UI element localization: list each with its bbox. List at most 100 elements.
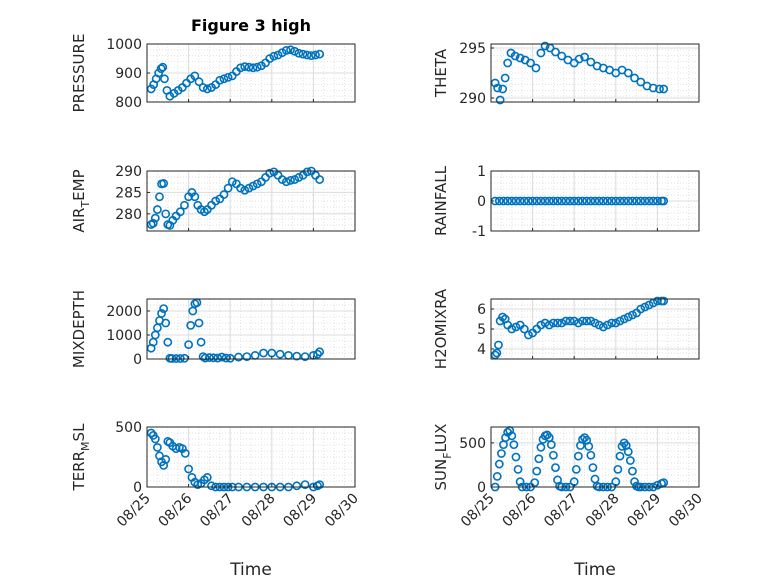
panel-terr-msl-xtick-label: 08/26: [156, 490, 196, 530]
panel-h2omixra-point: [653, 296, 662, 306]
panel-h2omixra-point: [578, 316, 587, 326]
panel-rainfall-point: [632, 196, 641, 206]
panel-sun-flux-point: [623, 447, 633, 457]
panel-rainfall-point: [549, 196, 558, 206]
panel-h2omixra-ylabel: H2OMIXRA: [432, 288, 450, 369]
panel-rainfall-ytick-label: -1: [472, 224, 486, 240]
panel-h2omixra-point: [623, 312, 633, 322]
panel-mixdepth-point: [259, 348, 268, 358]
panel-rainfall-point: [532, 196, 542, 206]
panel-theta-point: [536, 48, 546, 58]
panel-sun-flux-xtick-label: 08/28: [583, 491, 623, 531]
panel-rainfall-point: [611, 196, 621, 206]
panel-rainfall-ytick-label: 1: [477, 164, 486, 180]
x-axis-label-left: Time: [229, 560, 272, 580]
panel-air-temp-ytick-label: 290: [115, 164, 142, 180]
panel-pressure-point: [158, 62, 168, 72]
panel-mixdepth-point: [157, 308, 166, 318]
panel-rainfall-point: [569, 196, 579, 206]
panel-rainfall-point: [540, 196, 550, 206]
panel-theta-point: [623, 68, 633, 78]
panel-pressure-point: [252, 62, 262, 72]
panel-pressure-point: [240, 62, 250, 72]
panel-air-temp-point: [227, 177, 237, 187]
panel-air-temp-point: [211, 196, 221, 206]
panel-mixdepth-point: [194, 318, 204, 328]
panel-pressure-point: [311, 50, 320, 60]
panel-pressure-point: [315, 49, 325, 59]
panel-terr-msl-point: [150, 434, 160, 444]
panel-mixdepth-point: [161, 318, 171, 328]
panel-rainfall-point: [515, 196, 525, 206]
panel-terr-msl-xtick-label: 08/30: [322, 491, 362, 531]
panel-pressure-point: [219, 74, 229, 84]
panel-air-temp-point: [302, 167, 312, 177]
panel-rainfall-point: [607, 196, 617, 206]
panel-sun-flux-point: [578, 434, 587, 444]
panel-h2omixra-point: [586, 316, 596, 326]
panel-rainfall-point: [573, 196, 583, 206]
panel-air-temp-point: [223, 183, 233, 193]
panel-air-temp-point: [240, 185, 250, 195]
panel-sun-flux-point: [571, 464, 581, 474]
panel-theta-point: [551, 47, 560, 57]
panel-air-temp-point: [290, 175, 300, 184]
panel-terr-msl-point: [152, 442, 162, 452]
panel-theta-point: [498, 84, 508, 94]
panel-rainfall-markers: [490, 196, 669, 206]
panel-h2omixra-point: [640, 302, 650, 312]
panel-terr-msl-point: [202, 472, 212, 482]
panel-mixdepth-point: [186, 320, 196, 330]
panel-pressure-point: [202, 84, 212, 94]
panel-mixdepth-point: [180, 353, 189, 363]
panel-theta-point: [580, 52, 589, 62]
panel-mixdepth-point: [292, 351, 302, 361]
panel-rainfall-point: [557, 196, 567, 206]
panel-sun-flux-point: [515, 477, 525, 487]
panel-theta-point: [586, 57, 596, 67]
panel-pressure-point: [146, 84, 156, 94]
panel-sun-flux-point: [551, 463, 560, 472]
panel-rainfall-point: [565, 196, 575, 206]
panel-sun-flux-point: [613, 464, 623, 474]
panel-mixdepth-ytick-label: 0: [133, 352, 142, 368]
panel-sun-flux-point: [546, 440, 556, 450]
panel-sun-flux-point: [513, 464, 523, 474]
panel-pressure-point: [223, 72, 233, 82]
panel-mixdepth-point: [313, 349, 322, 359]
panel-rainfall-point: [499, 196, 508, 206]
panel-h2omixra-point: [573, 318, 583, 328]
panel-terr-msl-point: [161, 454, 171, 464]
panel-air-temp-point: [175, 207, 185, 217]
panel-sun-flux-xtick-label: 08/26: [500, 490, 540, 530]
panel-sun-flux-point: [615, 451, 625, 461]
panel-theta-ytick-label: 290: [459, 91, 486, 107]
panel-mixdepth-point: [163, 337, 173, 347]
panel-h2omixra-point: [628, 310, 637, 320]
panel-terr-msl-point: [184, 464, 193, 474]
panel-mixdepth-ytick-label: 2000: [106, 304, 142, 320]
panel-pressure-ylabel: PRESSURE: [70, 34, 88, 113]
panel-h2omixra-ytick-label: 6: [477, 302, 486, 318]
panel-h2omixra-point: [536, 320, 546, 330]
panel-mixdepth-point: [225, 353, 235, 363]
panel-pressure-point: [154, 68, 164, 78]
panel-pressure-markers: [146, 45, 325, 101]
x-axis-label-right: Time: [573, 560, 616, 580]
panel-rainfall-point: [594, 196, 604, 206]
panel-mixdepth-point: [217, 352, 227, 362]
panel-rainfall-point: [628, 196, 637, 206]
panel-pressure: 800 900 1000 PRESSURE: [70, 34, 356, 113]
panel-h2omixra-point: [611, 318, 621, 328]
panel-theta-point: [574, 54, 584, 64]
panel-pressure-point: [198, 83, 208, 92]
panel-h2omixra-point: [565, 316, 575, 326]
panel-theta-point: [636, 77, 646, 87]
panel-h2omixra-point: [569, 316, 579, 326]
panel-sun-flux-point: [586, 450, 596, 460]
panel-sun-flux-xtick-label: 08/30: [666, 491, 706, 531]
panel-rainfall-point: [561, 196, 571, 206]
panel-sun-flux-point: [507, 431, 517, 441]
panel-sun-flux-point: [511, 452, 521, 462]
panel-mixdepth-point: [234, 352, 243, 362]
